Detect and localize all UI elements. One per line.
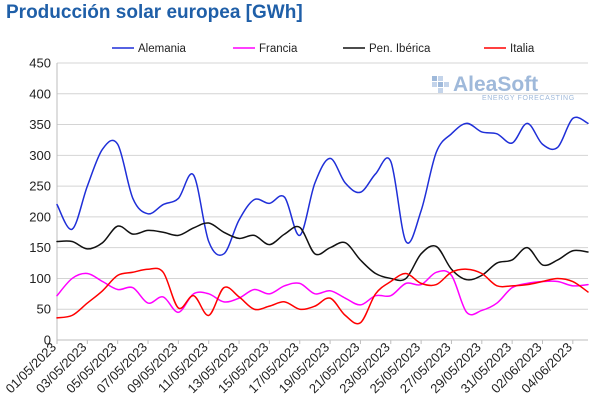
legend-label: Francia [259,43,298,55]
series-line-francia [56,270,589,316]
axes: 05010015020025030035040045001/05/202303/… [2,56,588,396]
aleasoft-logo: AleaSoft ENERGY FORECASTING [432,73,575,102]
y-tick-label: 0 [44,333,51,348]
legend-label: Italia [510,43,535,55]
legend-item-pen-ib-rica: Pen. Ibérica [343,43,431,55]
y-tick-label: 250 [29,179,51,194]
y-tick-label: 100 [29,271,51,286]
y-tick-label: 450 [29,56,51,71]
y-tick-label: 50 [37,302,51,317]
logo-mark-icon [432,76,449,93]
legend-label: Pen. Ibérica [369,43,431,55]
gridlines [57,62,588,341]
chart-title: Producción solar europea [GWh] [6,2,303,23]
logo-subtitle: ENERGY FORECASTING [482,95,575,102]
series-lines [56,116,589,325]
y-tick-label: 150 [29,240,51,255]
series-line-pen-ib-rica [56,222,589,282]
y-tick-label: 300 [29,148,51,163]
series-line-alemania [56,116,589,256]
logo-name: AleaSoft [453,73,538,96]
y-tick-label: 350 [29,117,51,132]
legend: Alemania Francia Pen. Ibérica Italia [112,43,535,55]
legend-item-francia: Francia [233,43,298,55]
y-tick-label: 200 [29,209,51,224]
legend-item-alemania: Alemania [112,43,187,55]
series-line-italia [56,267,589,325]
legend-item-italia: Italia [484,43,535,55]
legend-label: Alemania [138,43,187,55]
y-tick-label: 400 [29,86,51,101]
